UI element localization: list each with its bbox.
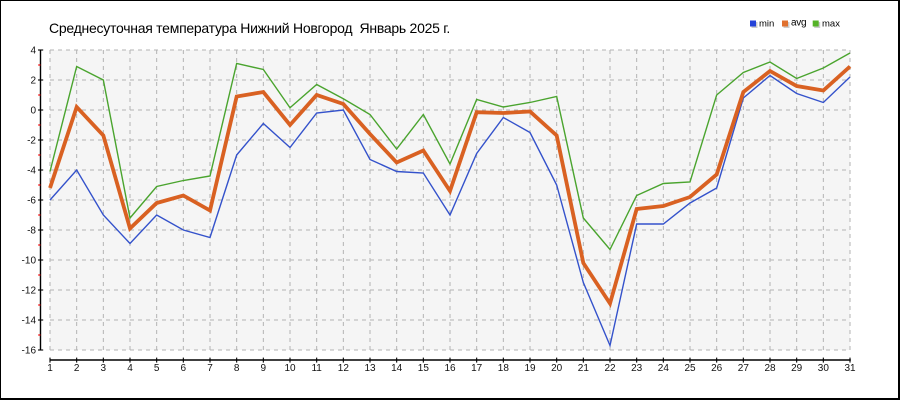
svg-text:2: 2 — [74, 363, 80, 374]
svg-text:6: 6 — [181, 363, 187, 374]
svg-text:-12: -12 — [22, 286, 37, 297]
svg-text:Среднесуточная температура Ниж: Среднесуточная температура Нижний Новгор… — [49, 20, 450, 36]
svg-text:18: 18 — [498, 363, 510, 374]
svg-text:-8: -8 — [27, 226, 36, 237]
svg-text:13: 13 — [364, 363, 376, 374]
svg-text:10: 10 — [284, 363, 296, 374]
svg-text:23: 23 — [631, 363, 643, 374]
svg-text:19: 19 — [524, 363, 536, 374]
svg-text:30: 30 — [818, 363, 830, 374]
svg-text:12: 12 — [338, 363, 350, 374]
svg-text:17: 17 — [471, 363, 483, 374]
svg-text:-6: -6 — [27, 196, 36, 207]
svg-text:29: 29 — [791, 363, 803, 374]
svg-text:9: 9 — [261, 363, 267, 374]
svg-text:0: 0 — [30, 106, 36, 117]
svg-text:7: 7 — [207, 363, 213, 374]
svg-text:27: 27 — [738, 363, 750, 374]
svg-text:25: 25 — [684, 363, 696, 374]
svg-text:-14: -14 — [22, 316, 37, 327]
svg-text:5: 5 — [154, 363, 160, 374]
svg-text:-2: -2 — [27, 136, 36, 147]
svg-text:2: 2 — [30, 76, 36, 87]
svg-text:1: 1 — [47, 363, 53, 374]
svg-text:8: 8 — [234, 363, 240, 374]
svg-text:11: 11 — [311, 363, 322, 374]
svg-text:4: 4 — [30, 46, 36, 57]
svg-text:14: 14 — [391, 363, 403, 374]
svg-text:3: 3 — [101, 363, 107, 374]
svg-text:21: 21 — [578, 363, 590, 374]
svg-text:-16: -16 — [22, 346, 37, 357]
svg-text:-10: -10 — [22, 256, 37, 267]
svg-text:22: 22 — [604, 363, 616, 374]
svg-text:31: 31 — [844, 363, 856, 374]
svg-text:4: 4 — [127, 363, 133, 374]
svg-text:15: 15 — [418, 363, 430, 374]
svg-text:26: 26 — [711, 363, 723, 374]
svg-text:-4: -4 — [27, 166, 36, 177]
svg-text:max: max — [822, 18, 840, 29]
svg-text:20: 20 — [551, 363, 563, 374]
svg-text:min: min — [759, 18, 774, 29]
svg-text:avg: avg — [791, 18, 806, 29]
svg-text:28: 28 — [764, 363, 776, 374]
svg-text:24: 24 — [658, 363, 670, 374]
svg-text:16: 16 — [444, 363, 456, 374]
